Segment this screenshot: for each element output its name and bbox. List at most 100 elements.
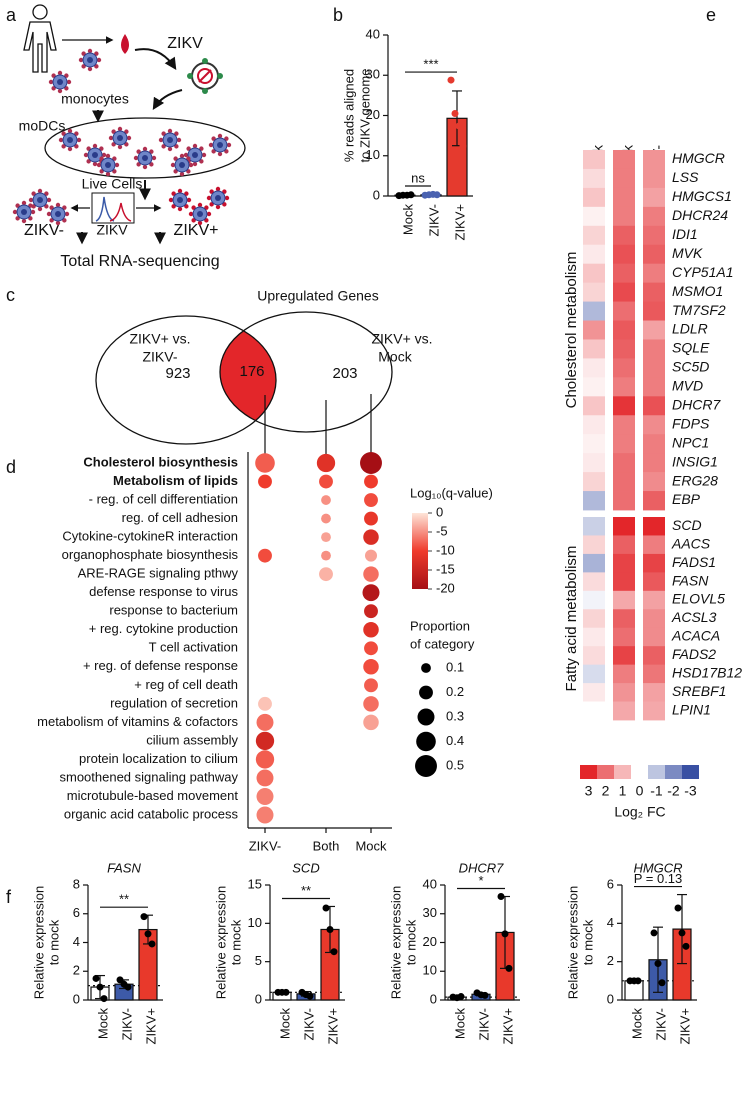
cell-spike	[87, 66, 93, 72]
dot	[258, 474, 272, 489]
cell-icon	[133, 146, 157, 170]
x-tick-label: ZIKV-	[653, 1008, 668, 1041]
y-tick-label: 2	[73, 963, 80, 978]
data-point	[678, 929, 686, 937]
cell-spike	[167, 146, 173, 152]
dot	[363, 696, 379, 712]
data-point	[682, 942, 690, 950]
row-label: organic acid catabolic process	[64, 806, 239, 821]
y-axis-label: Relative expression	[388, 886, 403, 999]
row-label: Cholesterol biosynthesis	[83, 454, 238, 469]
cell-nucleus	[57, 79, 63, 85]
heat-cell	[613, 301, 635, 321]
cell-icon	[170, 153, 194, 177]
heat-cell	[613, 434, 635, 454]
row-label: metabolism of vitamins & cofactors	[37, 714, 238, 729]
heat-cell	[613, 701, 635, 721]
cell-spike	[46, 197, 52, 203]
data-point	[459, 142, 467, 150]
dot	[363, 714, 379, 731]
cell-spike	[151, 155, 157, 161]
y-axis-label: to mock	[46, 919, 61, 965]
row-label: response to bacterium	[109, 603, 238, 618]
cell-nucleus	[215, 195, 221, 201]
row-label: regulation of secretion	[110, 695, 238, 710]
cell-spike	[67, 128, 73, 134]
colorbar-tick-label: 0	[436, 504, 443, 519]
heat-cell	[643, 150, 665, 170]
cell-spike	[179, 171, 185, 177]
venn-count: 923	[165, 365, 190, 382]
row-label: + reg. of defense response	[83, 658, 238, 673]
cell-spike	[215, 186, 221, 192]
y-tick-label: 6	[73, 905, 80, 920]
venn-right	[219, 311, 393, 433]
row-label: DHCR7	[672, 396, 721, 412]
row-label: NPC1	[672, 434, 709, 450]
x-tick-label: ZIKV+	[452, 204, 467, 241]
size-legend-title: of category	[410, 636, 475, 651]
heat-cell	[643, 282, 665, 302]
row-label: LSS	[672, 169, 699, 185]
row-label: IDI1	[672, 226, 698, 242]
heat-cell	[583, 396, 605, 416]
data-point	[457, 993, 465, 1001]
row-label: FDPS	[672, 415, 710, 431]
y-tick-label: 2	[607, 953, 614, 968]
data-point	[505, 964, 513, 972]
cell-icon	[206, 186, 230, 210]
heat-cell	[613, 415, 635, 435]
y-tick-label: 5	[255, 953, 262, 968]
heat-cell	[613, 225, 635, 246]
legend-swatch	[580, 765, 597, 779]
significance-label: ***	[423, 57, 438, 72]
data-point	[144, 930, 152, 938]
row-label: FASN	[672, 572, 709, 588]
cell-spike	[37, 206, 43, 212]
heat-cell	[613, 377, 635, 397]
x-tick-label: Mock	[629, 1008, 644, 1040]
data-point	[140, 913, 148, 921]
cell-spike	[76, 137, 82, 143]
cell-spike	[114, 162, 120, 168]
y-tick-label: 20	[366, 107, 380, 122]
heat-cell	[613, 664, 635, 684]
row-label: reg. of cell adhesion	[122, 510, 238, 525]
row-label: CYP51A1	[672, 264, 733, 280]
venn-right-label: ZIKV+ vs.	[371, 331, 432, 347]
heat-cell	[583, 244, 605, 265]
heat-cell	[613, 320, 635, 340]
row-label: MVD	[672, 378, 703, 394]
panel-label: d	[6, 457, 16, 477]
size-legend-dot	[415, 755, 437, 777]
heat-cell	[613, 187, 635, 208]
heat-cell	[613, 168, 635, 189]
venn-left-label: ZIKV-	[142, 349, 177, 365]
heat-cell	[583, 517, 605, 536]
size-legend-label: 0.4	[446, 733, 464, 748]
row-label: + reg of cell death	[134, 677, 238, 692]
colorbar	[412, 513, 428, 589]
heat-cell	[583, 150, 605, 170]
heat-cell	[583, 377, 605, 397]
legend-tick-label: 2	[602, 783, 610, 799]
cell-nucleus	[117, 135, 123, 141]
y-axis-label: to mock	[580, 919, 595, 965]
y-tick-label: 30	[366, 67, 380, 82]
cell-spike	[183, 152, 189, 158]
panel-a: a ZIKV monocytes moDCs Live Cells ZIKV	[6, 4, 246, 270]
heat-cell	[613, 244, 635, 265]
heat-cell	[583, 683, 605, 702]
cell-spike	[105, 153, 111, 159]
heat-cell	[643, 664, 665, 684]
y-tick-label: 0	[73, 991, 80, 1006]
row-label: DHCR24	[672, 207, 728, 223]
cell-spike	[78, 57, 84, 63]
data-point	[650, 929, 658, 937]
dot	[363, 621, 379, 638]
heat-cell	[613, 553, 635, 573]
colorbar-title: Log₁₀(q-value)	[410, 485, 493, 500]
cell-spike	[197, 220, 203, 226]
legend-tick-label: -1	[650, 783, 663, 799]
dot	[363, 566, 379, 582]
